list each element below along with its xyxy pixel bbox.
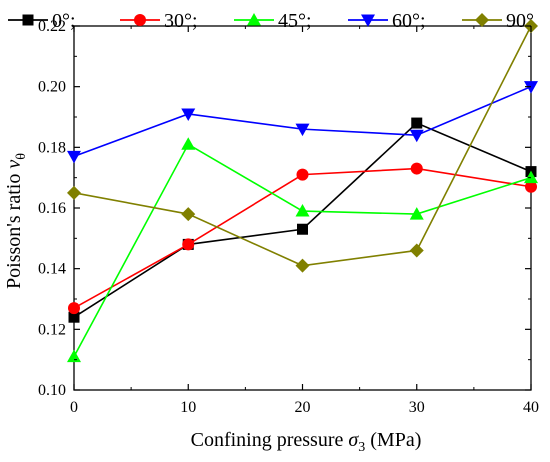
series-line [73,122,532,318]
legend-label: 60°; [392,10,426,32]
legend-marker [134,14,146,26]
legend-entry: 60°; [348,10,426,32]
data-point [295,123,310,137]
y-tick-label: 0.20 [38,79,66,96]
series-0 [68,117,537,323]
data-point [409,129,424,143]
data-point [410,162,423,175]
x-axis-title: Confining pressure σ3 (MPa) [191,429,422,455]
legend-marker [22,14,34,26]
y-tick-label: 0.16 [38,200,66,217]
series-line [73,167,532,309]
series-line [73,85,532,158]
legend-label: 90° [506,10,534,32]
data-point [525,180,537,193]
data-point [67,185,81,200]
x-tick-label: 20 [295,399,311,416]
x-tick-label: 30 [409,399,425,416]
data-point [411,117,423,129]
data-point [409,207,424,220]
data-point [68,302,80,315]
legend-entry: 30°; [120,10,198,32]
legend-label: 30°; [164,10,198,32]
x-tick-label: 10 [180,399,196,416]
data-point [67,150,81,164]
data-point [68,311,80,323]
data-point [297,223,308,235]
data-point [182,238,195,251]
legend-label: 45°; [278,10,312,32]
legend-entry: 90° [462,10,534,32]
data-point [181,207,196,222]
legend-entry: 45°; [234,10,312,32]
legend-marker [475,13,489,27]
legend-entry: 0°; [8,10,76,32]
y-tick-label: 0.10 [38,382,66,399]
data-point [296,168,309,181]
data-point [67,349,81,363]
data-point [181,108,196,121]
legend-marker [247,13,261,26]
data-point [524,170,538,184]
y-tick-label: 0.14 [38,261,66,278]
y-tick-label: 0.12 [38,321,66,338]
y-axis-title: Poisson's ratio νθ [3,153,29,289]
legend-marker [361,14,375,27]
series-2 [67,137,538,363]
y-tick-label: 0.18 [38,139,66,156]
y-tick-label: 0.22 [38,18,66,35]
data-point [295,204,310,217]
data-point [295,258,310,273]
data-point [524,81,538,94]
legend-label: 0°; [52,10,76,32]
x-tick-label: 40 [523,399,539,416]
data-point [409,243,424,258]
series-4 [67,19,538,273]
x-tick-label: 0 [70,399,78,416]
data-point [181,137,196,150]
series-3 [67,81,538,164]
